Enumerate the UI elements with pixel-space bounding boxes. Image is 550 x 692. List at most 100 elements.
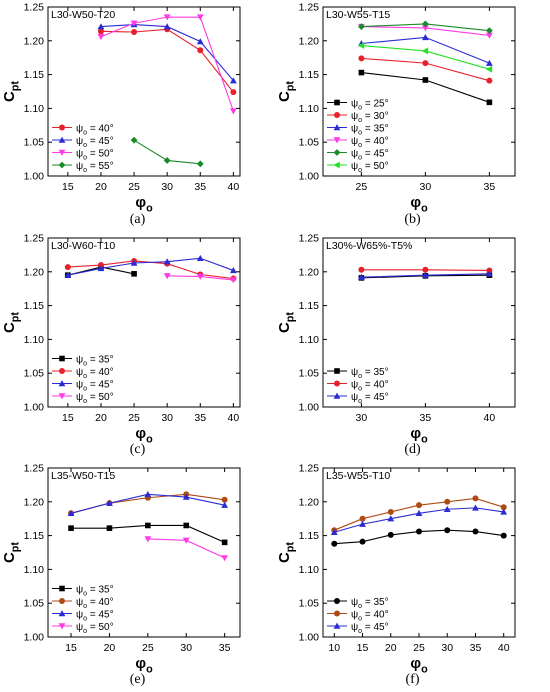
data-point — [415, 509, 423, 517]
y-tick-label: 1.15 — [24, 300, 45, 312]
data-point — [387, 531, 394, 538]
data-point — [64, 264, 71, 271]
data-point — [97, 34, 105, 41]
x-tick-label: 25 — [128, 181, 140, 193]
data-point — [68, 525, 74, 531]
data-point — [163, 14, 171, 21]
legend-marker — [59, 585, 65, 592]
data-point — [230, 89, 237, 96]
series-line — [67, 257, 234, 276]
y-tick-label: 1.25 — [24, 463, 45, 475]
data-point — [145, 522, 151, 529]
x-tick-label: 25 — [356, 181, 368, 193]
data-point — [472, 504, 479, 511]
y-tick-label: 1.20 — [24, 266, 45, 278]
data-point — [486, 270, 493, 277]
data-point — [196, 38, 204, 45]
x-axis-label: φo — [410, 425, 428, 446]
caption-c: (c) — [129, 442, 146, 457]
data-point — [196, 254, 204, 261]
data-point — [486, 27, 493, 35]
data-point — [221, 555, 229, 562]
legend-label: ψo = 30° — [351, 111, 389, 124]
x-tick-label: 20 — [104, 642, 116, 654]
x-tick-label: 20 — [385, 642, 397, 654]
legend: ψo = 25°ψo = 30°ψo = 35°ψo = 40°ψo = 45°… — [327, 99, 389, 174]
x-tick-label: 15 — [65, 642, 77, 654]
y-tick-label: 1.25 — [299, 233, 320, 245]
x-tick-label: 40 — [498, 642, 510, 654]
data-point — [163, 258, 171, 265]
data-point — [144, 490, 152, 498]
y-tick-label: 1.25 — [299, 2, 320, 14]
legend-marker — [334, 368, 340, 374]
data-point — [486, 59, 493, 66]
data-point — [229, 267, 237, 274]
data-point — [130, 259, 138, 266]
y-tick-label: 1.20 — [299, 266, 320, 278]
x-axis-label: φo — [135, 655, 153, 676]
y-tick-label: 1.10 — [24, 334, 45, 346]
x-tick-label: 25 — [142, 642, 154, 654]
series-5 — [358, 42, 493, 73]
data-point — [359, 538, 366, 545]
data-point — [131, 29, 138, 36]
legend: ψo = 35°ψo = 40°ψo = 45°ψo = 50° — [52, 355, 114, 405]
data-point — [358, 42, 365, 49]
data-point — [422, 266, 429, 273]
data-point — [163, 23, 171, 30]
legend-label: ψo = 45° — [351, 149, 389, 162]
data-point — [330, 528, 338, 535]
data-point — [422, 25, 429, 32]
data-point — [358, 55, 365, 62]
data-point — [130, 20, 138, 27]
x-tick-label: 35 — [219, 642, 231, 654]
x-axis-label: φo — [410, 655, 428, 676]
y-tick-label: 1.20 — [24, 35, 45, 47]
data-point — [221, 496, 228, 503]
series-line — [100, 24, 234, 82]
plot-frame — [47, 6, 241, 177]
data-point — [387, 515, 395, 522]
x-tick-label: 35 — [420, 412, 432, 424]
data-point — [183, 522, 190, 529]
legend-marker — [334, 112, 340, 118]
y-tick-label: 1.05 — [24, 137, 45, 149]
y-tick-label: 1.05 — [24, 598, 45, 610]
data-point — [106, 525, 113, 531]
x-tick-label: 30 — [356, 412, 368, 424]
y-axis-label: Cpt — [1, 81, 22, 102]
chart-panel-e: 1.00 1.05 1.10 1.15 1.20 1.25 15 20 25 30 35 Cpt φo L… — [1, 463, 241, 676]
chart-title: L35-W55-T10 — [326, 470, 390, 482]
y-tick-label: 1.25 — [24, 233, 45, 245]
data-point — [196, 14, 204, 21]
legend-marker — [59, 124, 65, 131]
caption-e: (e) — [129, 672, 146, 687]
y-tick-label: 1.10 — [24, 564, 45, 576]
legend-label: ψo = 45° — [76, 610, 114, 623]
chart-title: L35-W50-T15 — [51, 470, 115, 482]
x-axis-label: φo — [135, 425, 153, 446]
legend: ψo = 35°ψo = 40°ψo = 45° — [327, 597, 389, 635]
legend-marker — [58, 149, 66, 156]
series-2 — [64, 254, 237, 278]
legend-marker — [59, 355, 65, 362]
legend-marker — [59, 368, 65, 374]
y-axis-label: Cpt — [276, 81, 297, 102]
series-0 — [358, 69, 493, 106]
x-tick-label: 20 — [95, 181, 107, 193]
legend-label: ψo = 50° — [76, 622, 114, 635]
y-tick-label: 1.05 — [299, 137, 320, 149]
x-tick-label: 40 — [484, 412, 496, 424]
legend-marker — [58, 161, 66, 169]
x-tick-label: 15 — [62, 181, 74, 193]
caption-d: (d) — [404, 442, 421, 457]
data-point — [163, 273, 171, 280]
legend-marker — [334, 380, 340, 387]
y-axis-label: Cpt — [276, 312, 297, 333]
data-point — [131, 271, 137, 277]
series-1 — [358, 266, 493, 274]
legend-label: ψo = 45° — [351, 622, 389, 635]
legend-label: ψo = 45° — [76, 136, 114, 149]
caption-a: (a) — [129, 212, 146, 227]
